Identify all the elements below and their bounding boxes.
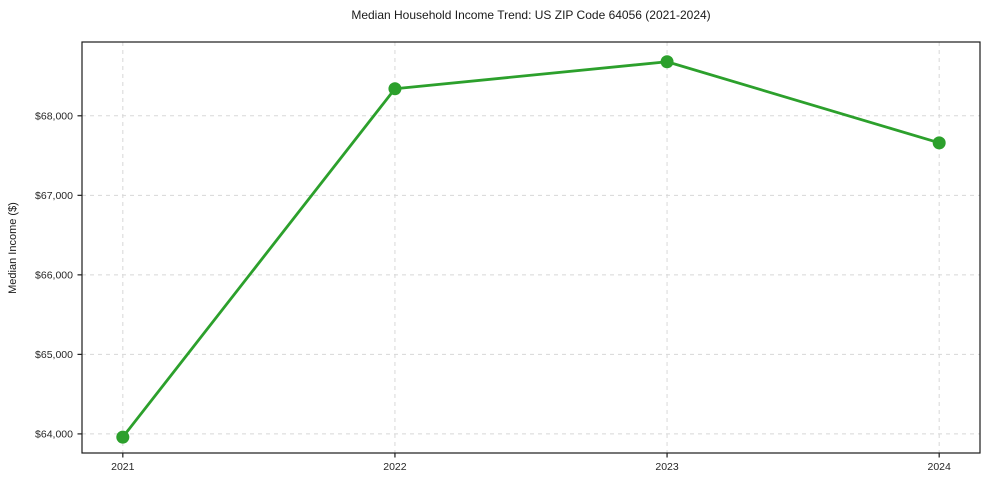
chart-title: Median Household Income Trend: US ZIP Co… (351, 8, 711, 22)
axes-box (81, 41, 981, 454)
data-point (660, 55, 674, 69)
data-point (388, 82, 402, 96)
y-tick-label: $65,000 (35, 349, 73, 361)
x-tick-label: 2022 (383, 461, 407, 473)
y-tick-label: $68,000 (35, 110, 73, 122)
y-tick-label: $67,000 (35, 190, 73, 202)
data-point (932, 136, 946, 150)
data-point (116, 430, 130, 444)
x-tick-label: 2024 (928, 461, 952, 473)
data-line (121, 60, 941, 439)
y-tick-label: $64,000 (35, 429, 73, 441)
x-tick-label: 2021 (111, 461, 135, 473)
x-tick-label: 2023 (655, 461, 679, 473)
y-tick-label: $66,000 (35, 269, 73, 281)
